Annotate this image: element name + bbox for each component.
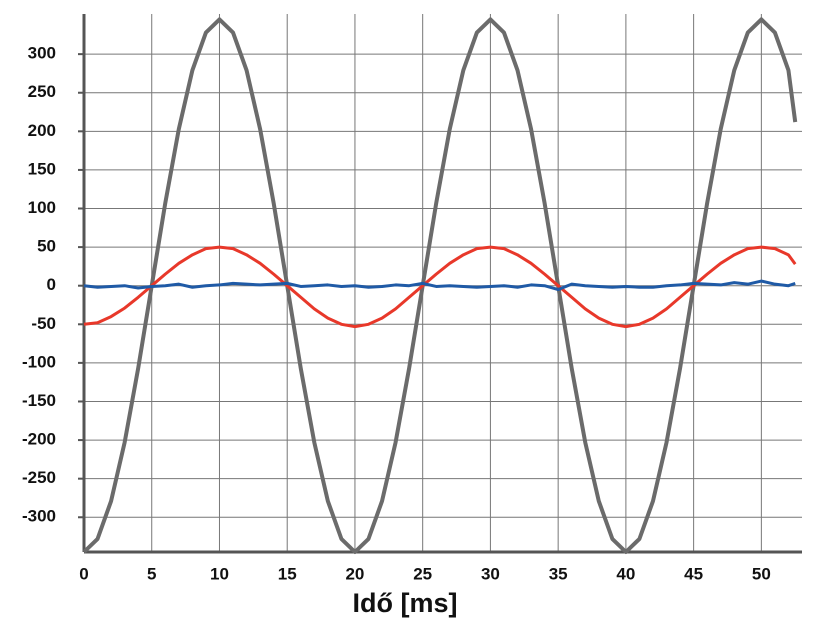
y-tick-label: 150 — [28, 159, 56, 178]
x-tick-label: 40 — [616, 564, 635, 583]
x-axis-title: Idő [ms] — [353, 588, 458, 618]
x-tick-label: 35 — [549, 564, 568, 583]
x-tick-label: 0 — [79, 564, 88, 583]
x-tick-label: 20 — [345, 564, 364, 583]
x-tick-label: 45 — [684, 564, 703, 583]
series-line — [83, 279, 796, 292]
x-tick-label: 25 — [413, 564, 432, 583]
x-tick-label: 50 — [752, 564, 771, 583]
x-tick-label: 15 — [278, 564, 297, 583]
y-tick-label: 200 — [28, 121, 56, 140]
y-tick-label: -250 — [22, 468, 56, 487]
y-tick-label: -50 — [31, 314, 56, 333]
y-tick-label: 100 — [28, 198, 56, 217]
x-tick-label: 5 — [147, 564, 156, 583]
y-tick-label: -100 — [22, 352, 56, 371]
x-tick-label: 30 — [481, 564, 500, 583]
y-tick-label: -200 — [22, 430, 56, 449]
y-tick-label: -300 — [22, 507, 56, 526]
y-tick-label: -150 — [22, 391, 56, 410]
x-tick-label: 10 — [210, 564, 229, 583]
y-tick-label: 250 — [28, 82, 56, 101]
y-tick-label: 50 — [37, 237, 56, 256]
series-line — [83, 245, 797, 329]
series-line — [82, 17, 798, 554]
y-tick-label: 0 — [47, 275, 56, 294]
y-tick-label: 300 — [28, 44, 56, 63]
